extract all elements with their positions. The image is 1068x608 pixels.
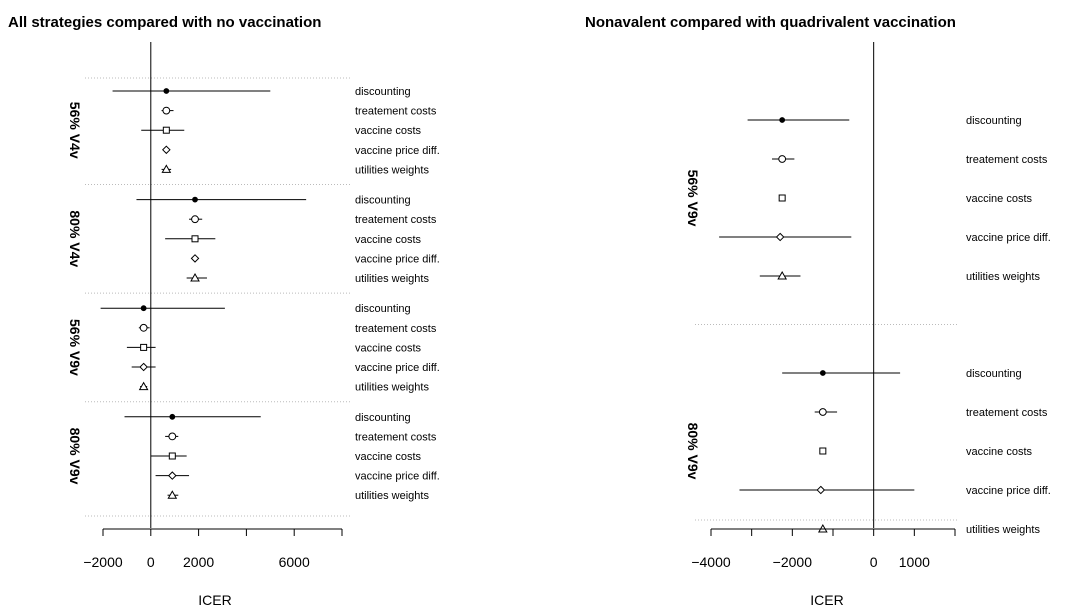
row-label: treatement costs <box>355 214 437 226</box>
point-marker-discounting <box>819 370 826 376</box>
row-label: vaccine price diff. <box>966 485 1051 497</box>
row-label: utilities weights <box>966 271 1040 283</box>
point-marker-utilities-weights <box>138 381 149 391</box>
point-marker-vaccine-price-diff <box>775 232 785 242</box>
point-marker-vaccine-costs <box>778 194 786 202</box>
row-label: vaccine costs <box>355 451 422 463</box>
row-label: vaccine costs <box>355 125 422 137</box>
row-label: discounting <box>355 303 411 315</box>
point-marker-treatement-costs <box>778 155 787 163</box>
point-marker-vaccine-costs <box>140 343 148 351</box>
row-label: treatement costs <box>355 106 437 118</box>
row-label: discounting <box>966 368 1022 380</box>
row-label: utilities weights <box>355 382 429 394</box>
row-label: vaccine costs <box>355 342 422 354</box>
row-label: treatement costs <box>966 154 1048 166</box>
row-label: discounting <box>355 412 411 424</box>
row-label: vaccine costs <box>355 234 422 246</box>
row-label: discounting <box>355 195 411 207</box>
point-marker-discounting <box>779 117 786 123</box>
chart-title: All strategies compared with no vaccinat… <box>8 14 321 31</box>
row-label: utilities weights <box>966 524 1040 536</box>
row-label: vaccine price diff. <box>966 232 1051 244</box>
row-label: utilities weights <box>355 490 429 502</box>
row-label: vaccine price diff. <box>355 362 440 374</box>
x-tick-label: −4000 <box>691 554 731 570</box>
x-tick-label: −2000 <box>83 554 123 570</box>
group-label: 80% V4v <box>67 210 83 267</box>
point-marker-vaccine-price-diff <box>162 145 171 155</box>
group-label: 56% V9v <box>67 319 83 376</box>
row-label: utilities weights <box>355 273 429 285</box>
point-marker-treatement-costs <box>139 323 148 332</box>
row-label: discounting <box>355 86 411 98</box>
group-label: 80% V9v <box>67 428 83 485</box>
point-marker-utilities-weights <box>190 272 200 282</box>
point-marker-treatement-costs <box>818 408 827 416</box>
group-label: 80% V9v <box>685 423 701 480</box>
group-label: 56% V9v <box>685 170 701 227</box>
x-axis-label: ICER <box>198 592 231 608</box>
x-tick-label: −2000 <box>773 554 813 570</box>
point-marker-vaccine-price-diff <box>168 471 177 480</box>
point-marker-utilities-weights <box>161 164 172 173</box>
x-tick-label: 1000 <box>899 554 930 570</box>
row-label: vaccine price diff. <box>355 471 440 483</box>
point-marker-vaccine-price-diff <box>816 485 826 495</box>
row-label: vaccine price diff. <box>355 145 440 157</box>
point-marker-discounting <box>192 196 198 203</box>
point-marker-vaccine-costs <box>162 126 170 134</box>
point-marker-treatement-costs <box>168 432 177 441</box>
point-marker-vaccine-price-diff <box>190 254 200 263</box>
row-label: discounting <box>966 115 1022 127</box>
row-label: vaccine costs <box>966 193 1033 205</box>
group-label: 56% V4v <box>67 102 83 159</box>
point-marker-discounting <box>169 413 176 420</box>
point-marker-vaccine-costs <box>819 447 827 455</box>
x-axis-label: ICER <box>810 592 843 608</box>
row-label: treatement costs <box>355 431 437 443</box>
point-marker-utilities-weights <box>777 270 788 280</box>
point-marker-vaccine-price-diff <box>139 362 148 372</box>
row-label: utilities weights <box>355 164 429 176</box>
point-marker-discounting <box>163 88 170 94</box>
point-marker-treatement-costs <box>162 106 171 115</box>
point-marker-utilities-weights <box>167 490 178 499</box>
x-tick-label: 0 <box>870 554 878 570</box>
point-marker-vaccine-costs <box>168 452 176 460</box>
point-marker-vaccine-costs <box>191 235 199 243</box>
row-label: vaccine price diff. <box>355 253 440 265</box>
row-label: treatement costs <box>355 323 437 335</box>
row-label: vaccine costs <box>966 446 1033 458</box>
x-tick-label: 2000 <box>183 554 214 570</box>
x-tick-label: 6000 <box>279 554 310 570</box>
chart-title: Nonavalent compared with quadrivalent va… <box>585 14 956 31</box>
point-marker-discounting <box>140 305 147 312</box>
row-label: treatement costs <box>966 407 1048 419</box>
x-tick-label: 0 <box>147 554 155 570</box>
point-marker-treatement-costs <box>191 215 199 224</box>
